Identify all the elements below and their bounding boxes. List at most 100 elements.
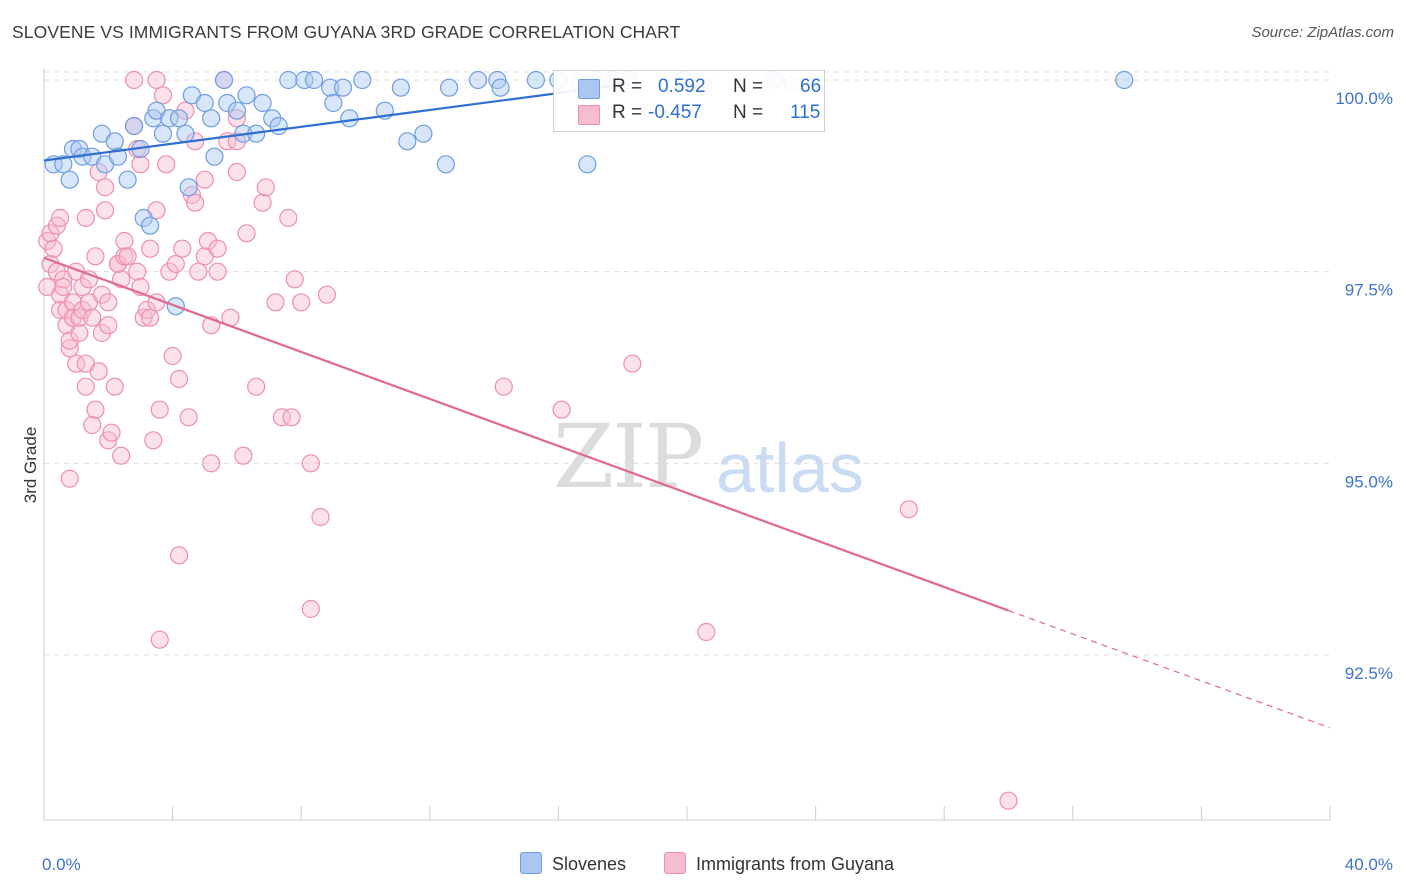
- legend-r-label: R =: [612, 102, 643, 123]
- data-point-guyana: [227, 109, 246, 128]
- legend-swatch-pink: [578, 105, 600, 125]
- legend-r-value: 0.592: [658, 76, 706, 97]
- legend-item-slovenes: Slovenes: [520, 852, 626, 875]
- data-point-guyana: [95, 178, 115, 197]
- gridlines: [44, 71, 1330, 656]
- data-point-slovenes: [227, 101, 246, 120]
- data-point-guyana: [60, 339, 79, 358]
- legend-swatch-blue: [520, 852, 542, 874]
- data-point-guyana: [253, 193, 272, 212]
- series-immigrants-from-guyana: [38, 70, 1018, 810]
- y-tick-label: 97.5%: [1345, 281, 1393, 300]
- correlation-legend: R = 0.592 N = 66 R = -0.457 N = 115: [553, 70, 825, 132]
- data-point-slovenes: [118, 170, 137, 189]
- data-point-guyana: [86, 247, 105, 266]
- data-point-guyana: [147, 70, 166, 90]
- data-point-guyana: [63, 293, 83, 312]
- data-point-guyana: [70, 323, 89, 343]
- data-point-guyana: [195, 170, 214, 189]
- data-point-guyana: [208, 262, 227, 281]
- data-point-guyana: [899, 500, 918, 519]
- data-point-slovenes: [436, 155, 455, 174]
- data-point-guyana: [60, 469, 79, 488]
- data-point-slovenes: [304, 70, 324, 90]
- legend-swatch-pink: [664, 852, 686, 874]
- data-point-guyana: [76, 354, 95, 373]
- data-point-guyana: [697, 622, 716, 642]
- data-point-guyana: [76, 377, 95, 396]
- data-point-slovenes: [218, 93, 237, 113]
- data-point-guyana: [99, 293, 118, 312]
- data-point-guyana: [166, 254, 185, 274]
- axes: [43, 68, 1331, 821]
- legend-n-value: 115: [790, 102, 821, 123]
- data-point-guyana: [999, 791, 1018, 810]
- legend-item-guyana: Immigrants from Guyana: [664, 852, 894, 875]
- data-point-guyana: [317, 285, 337, 304]
- data-point-guyana: [44, 239, 63, 258]
- tick-labels: 100.0% 97.5% 95.0% 92.5% 0.0% 40.0%: [42, 89, 1393, 874]
- data-point-guyana: [311, 507, 330, 527]
- data-point-guyana: [83, 308, 102, 327]
- data-point-guyana: [247, 377, 266, 396]
- trend-line-guyana-extrapolated: [1008, 609, 1331, 729]
- data-point-guyana: [279, 208, 298, 228]
- watermark-atlas: atlas: [716, 429, 864, 507]
- source-credit: Source: ZipAtlas.com: [1251, 24, 1394, 41]
- data-point-slovenes: [54, 155, 73, 174]
- data-point-guyana: [292, 293, 311, 312]
- data-point-slovenes: [253, 93, 272, 113]
- trend-line-slovenes: [43, 82, 630, 162]
- data-point-guyana: [163, 346, 182, 366]
- data-point-guyana: [63, 308, 83, 327]
- data-point-slovenes: [105, 132, 124, 151]
- data-point-slovenes: [214, 70, 234, 90]
- data-point-guyana: [150, 630, 169, 649]
- data-point-slovenes: [60, 170, 79, 189]
- data-point-guyana: [150, 400, 169, 419]
- data-point-slovenes: [491, 78, 510, 97]
- data-point-slovenes: [1115, 70, 1134, 90]
- data-point-guyana: [169, 546, 189, 565]
- data-point-guyana: [140, 239, 160, 258]
- data-point-guyana: [186, 193, 205, 212]
- data-point-guyana: [623, 354, 642, 373]
- data-point-guyana: [272, 408, 292, 427]
- data-point-guyana: [301, 454, 320, 473]
- y-tick-label: 100.0%: [1335, 89, 1393, 108]
- data-point-guyana: [115, 231, 134, 251]
- data-point-slovenes: [140, 216, 160, 235]
- data-point-slovenes: [160, 109, 179, 128]
- data-point-slovenes: [414, 124, 433, 143]
- data-point-guyana: [157, 155, 176, 174]
- data-point-slovenes: [468, 70, 488, 90]
- data-point-slovenes: [321, 78, 340, 97]
- data-point-guyana: [494, 377, 513, 396]
- trend-line-guyana: [43, 256, 1009, 612]
- data-point-guyana: [124, 70, 144, 90]
- data-point-guyana: [67, 354, 86, 373]
- data-point-guyana: [173, 239, 192, 258]
- data-point-slovenes: [169, 109, 189, 128]
- data-point-slovenes: [391, 78, 410, 97]
- data-point-guyana: [552, 400, 571, 419]
- data-point-slovenes: [295, 70, 314, 90]
- data-point-guyana: [153, 86, 173, 105]
- data-point-guyana: [179, 408, 198, 427]
- data-point-slovenes: [279, 70, 298, 90]
- data-point-guyana: [285, 270, 304, 289]
- data-point-guyana: [95, 201, 115, 220]
- trend-lines: [43, 82, 1331, 729]
- data-point-slovenes: [333, 78, 353, 97]
- data-point-guyana: [282, 408, 301, 427]
- data-point-guyana: [118, 247, 137, 266]
- chart-title: SLOVENE VS IMMIGRANTS FROM GUYANA 3RD GR…: [12, 22, 681, 42]
- data-point-guyana: [227, 162, 246, 182]
- data-point-guyana: [301, 599, 320, 619]
- data-point-slovenes: [324, 93, 343, 113]
- data-point-guyana: [50, 208, 70, 228]
- legend-r-value: -0.457: [648, 102, 702, 123]
- y-axis-label: 3rd Grade: [21, 427, 40, 504]
- data-point-guyana: [266, 293, 285, 312]
